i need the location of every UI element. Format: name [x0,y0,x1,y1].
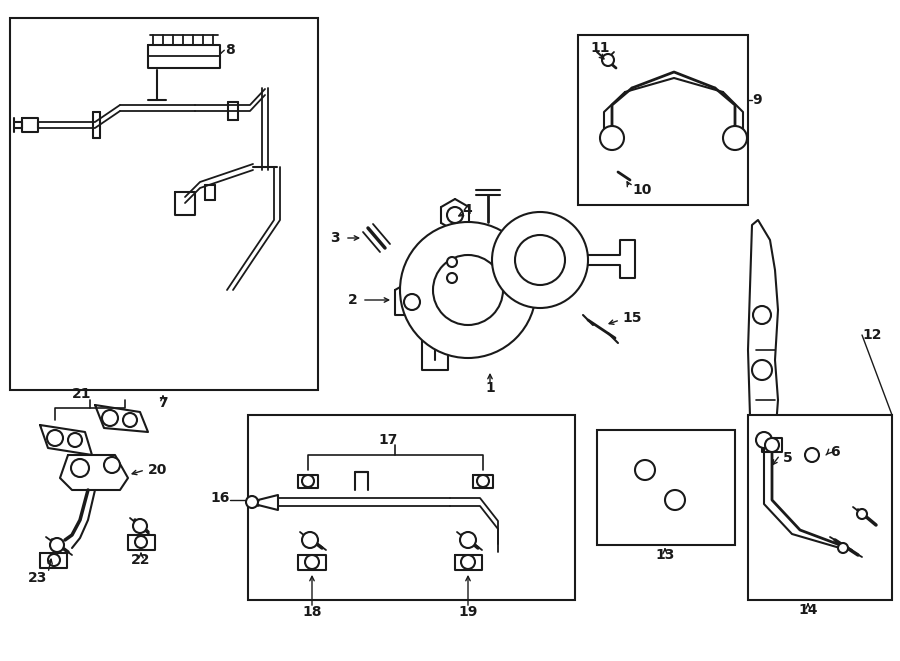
Text: 2: 2 [348,293,358,307]
Circle shape [461,555,475,569]
Text: 20: 20 [148,463,167,477]
Circle shape [477,475,489,487]
Circle shape [447,273,457,283]
Text: 15: 15 [622,311,642,325]
Text: 9: 9 [752,93,761,107]
Text: 22: 22 [131,553,151,567]
Text: 21: 21 [72,387,92,401]
Circle shape [47,430,63,446]
Circle shape [753,306,771,324]
Circle shape [447,257,457,267]
Circle shape [400,222,536,358]
Circle shape [48,554,60,566]
Circle shape [404,294,420,310]
Text: 23: 23 [28,571,48,585]
Bar [748,415,892,600]
Bar [597,430,735,545]
Text: 3: 3 [330,231,340,245]
Circle shape [752,360,772,380]
Circle shape [723,126,747,150]
Circle shape [104,457,120,473]
Circle shape [515,235,565,285]
Text: 12: 12 [862,328,881,342]
Circle shape [135,536,147,548]
Circle shape [133,519,147,533]
Text: 6: 6 [830,445,840,459]
Circle shape [765,438,779,452]
Circle shape [857,509,867,519]
Text: 14: 14 [798,603,818,617]
Bar [10,18,318,390]
Circle shape [102,410,118,426]
Circle shape [492,212,588,308]
Circle shape [805,448,819,462]
Circle shape [50,538,64,552]
Circle shape [305,555,319,569]
Text: 11: 11 [590,41,609,55]
Text: 5: 5 [783,451,793,465]
Circle shape [635,460,655,480]
Text: 8: 8 [225,43,235,57]
Text: 17: 17 [378,433,398,447]
Circle shape [302,532,318,548]
Text: 7: 7 [158,396,167,410]
Circle shape [71,459,89,477]
Text: 1: 1 [485,381,495,395]
Bar [578,35,748,205]
Text: 18: 18 [302,605,322,619]
Circle shape [838,543,848,553]
Circle shape [302,475,314,487]
Circle shape [246,496,258,508]
Circle shape [68,433,82,447]
Circle shape [433,255,503,325]
Circle shape [756,432,772,448]
Text: 13: 13 [655,548,675,562]
Circle shape [602,54,614,66]
Circle shape [665,490,685,510]
Bar [248,415,575,600]
Text: 4: 4 [462,203,472,217]
Text: 19: 19 [458,605,478,619]
Circle shape [460,532,476,548]
Text: 16: 16 [211,491,230,505]
Circle shape [447,207,463,223]
Circle shape [600,126,624,150]
Circle shape [123,413,137,427]
Text: 10: 10 [632,183,652,197]
